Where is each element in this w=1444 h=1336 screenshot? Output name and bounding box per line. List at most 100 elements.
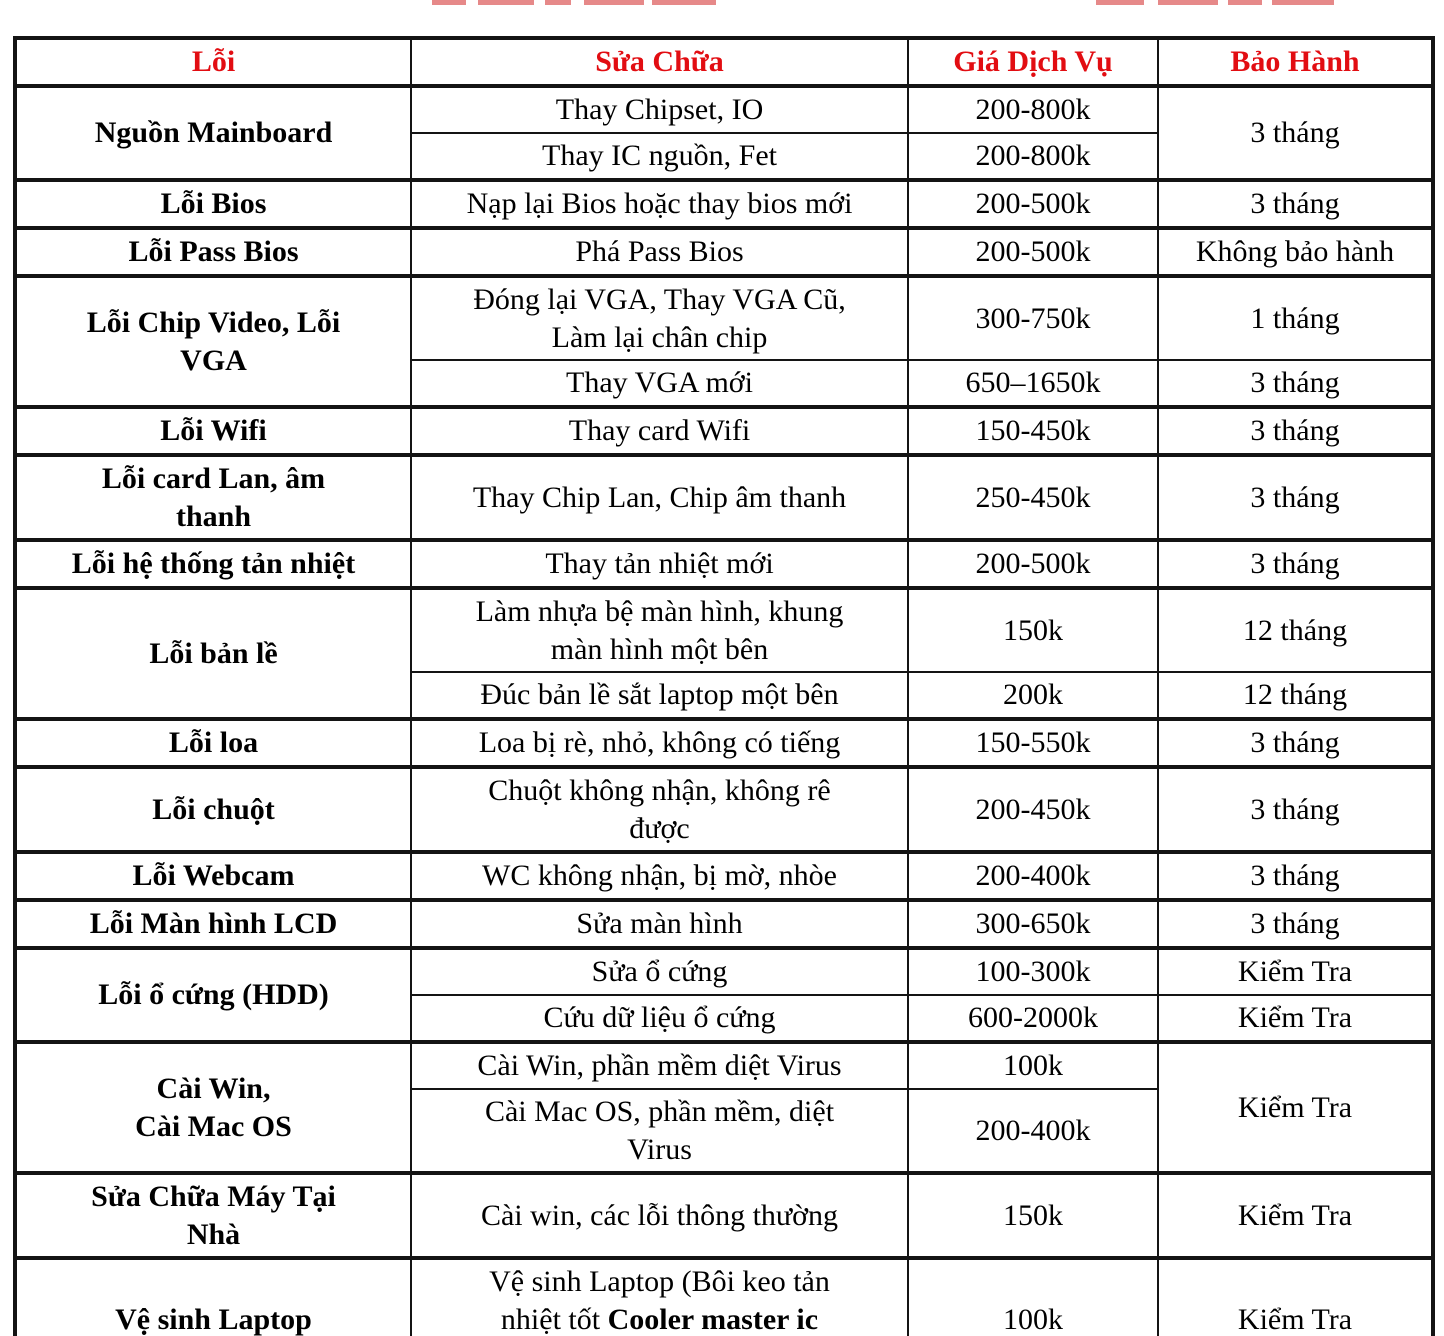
- cell-warranty: Kiểm Tra: [1157, 994, 1434, 1043]
- cell-repair: WC không nhận, bị mờ, nhòe: [410, 850, 909, 901]
- cell-price: 200k: [907, 671, 1159, 720]
- table-row: Lỗi Màn hình LCD Sửa màn hình 300-650k 3…: [14, 898, 1434, 949]
- cell-error: Sửa Chữa Máy Tại Nhà: [14, 1171, 412, 1259]
- cell-warranty: 3 tháng: [1157, 717, 1434, 768]
- cell-error: Lỗi Bios: [14, 178, 412, 229]
- cell-repair: Sửa ổ cứng: [410, 946, 909, 996]
- title-fragment: [478, 0, 534, 5]
- cell-error: Lỗi loa: [14, 717, 412, 768]
- title-fragment: [1228, 0, 1262, 5]
- cell-repair: Thay tản nhiệt mới: [410, 538, 909, 589]
- table-row: Thay IC nguồn, Fet 200-800k: [15, 132, 1433, 181]
- cell-price: 100k: [907, 1256, 1159, 1336]
- cell-warranty: 12 tháng: [1157, 586, 1434, 673]
- cell-warranty: 12 tháng: [1157, 671, 1434, 720]
- table-row: Lỗi Chip Video, Lỗi VGA Đóng lại VGA, Th…: [14, 274, 1434, 408]
- cell-error: Lỗi Chip Video, Lỗi VGA: [14, 274, 412, 408]
- cell-warranty: Không bảo hành: [1157, 226, 1434, 277]
- repair-text-bold: Cooler master ic essential e1: [607, 1302, 819, 1336]
- cell-price: 150-450k: [907, 405, 1159, 456]
- cell-repair: Thay Chip Lan, Chip âm thanh: [410, 453, 909, 541]
- cell-price: 250-450k: [907, 453, 1159, 541]
- cell-warranty: 3 tháng: [1157, 850, 1434, 901]
- column-header-error: Lỗi: [14, 37, 412, 88]
- table-row: Đúc bản lề sắt laptop một bên 200k 12 th…: [15, 671, 1434, 720]
- cell-error: Vệ sinh Laptop: [14, 1256, 412, 1336]
- cell-warranty: 3 tháng: [1157, 453, 1434, 541]
- table-row: Lỗi chuột Chuột không nhận, không rê đượ…: [14, 765, 1434, 853]
- cell-repair: Thay card Wifi: [410, 405, 909, 456]
- cell-price: 100-300k: [907, 946, 1159, 996]
- cell-repair: Thay Chipset, IO: [410, 85, 909, 134]
- cell-warranty: 3 tháng: [1157, 538, 1434, 589]
- title-fragment: [1158, 0, 1218, 5]
- cell-repair: Cài win, các lỗi thông thường: [410, 1171, 909, 1259]
- table-row: Lỗi card Lan, âm thanh Thay Chip Lan, Ch…: [14, 453, 1434, 541]
- cell-repair: Cài Win, phần mềm diệt Virus: [410, 1040, 909, 1090]
- repair-text: Vệ sinh Laptop (Bôi keo tản nhiệt tốt: [489, 1265, 830, 1336]
- cell-repair: Thay IC nguồn, Fet: [410, 132, 909, 181]
- cell-warranty: 3 tháng: [1157, 898, 1434, 949]
- cell-price: 200-400k: [907, 1088, 1159, 1174]
- table-row: Lỗi Pass Bios Phá Pass Bios 200-500k Khô…: [14, 226, 1434, 277]
- title-fragment: [584, 0, 644, 5]
- cell-price: 200-500k: [907, 178, 1159, 229]
- cell-price: 200-400k: [907, 850, 1159, 901]
- cell-price: 200-450k: [907, 765, 1159, 853]
- cell-warranty: 3 tháng: [1157, 85, 1434, 181]
- cell-error: Lỗi chuột: [14, 765, 412, 853]
- table-row: Sửa Chữa Máy Tại Nhà Cài win, các lỗi th…: [14, 1171, 1434, 1259]
- price-table: Lỗi Sửa Chữa Giá Dịch Vụ Bảo Hành Nguồn …: [13, 36, 1435, 1336]
- cell-price: 150-550k: [907, 717, 1159, 768]
- cell-warranty: 3 tháng: [1157, 405, 1434, 456]
- cell-warranty: Kiểm Tra: [1157, 946, 1434, 996]
- cell-error: Nguồn Mainboard: [14, 85, 412, 181]
- cell-error: Lỗi Màn hình LCD: [14, 898, 412, 949]
- cell-error: Lỗi Webcam: [14, 850, 412, 901]
- cell-price: 200-500k: [907, 538, 1159, 589]
- cell-price: 200-500k: [907, 226, 1159, 277]
- cell-warranty: 3 tháng: [1157, 359, 1434, 408]
- cell-repair: Đúc bản lề sắt laptop một bên: [410, 671, 909, 720]
- cell-repair: Làm nhựa bệ màn hình, khung màn hình một…: [410, 586, 909, 673]
- cell-repair: Đóng lại VGA, Thay VGA Cũ, Làm lại chân …: [410, 274, 909, 361]
- table-row: Lỗi bản lề Làm nhựa bệ màn hình, khung m…: [14, 586, 1434, 720]
- cell-repair: Cài Mac OS, phần mềm, diệt Virus: [410, 1088, 909, 1174]
- table-row: Cứu dữ liệu ổ cứng 600-2000k Kiểm Tra: [15, 994, 1434, 1043]
- cell-warranty: Kiểm Tra: [1157, 1040, 1434, 1174]
- cell-warranty: Kiểm Tra: [1157, 1171, 1434, 1259]
- cell-price: 100k: [907, 1040, 1159, 1090]
- cell-repair: Nạp lại Bios hoặc thay bios mới: [410, 178, 909, 229]
- cell-repair: Sửa màn hình: [410, 898, 909, 949]
- title-fragment: [652, 0, 716, 5]
- table-row: Lỗi ổ cứng (HDD) Sửa ổ cứng 100-300k Kiể…: [14, 946, 1434, 1043]
- table-row: Vệ sinh Laptop Vệ sinh Laptop (Bôi keo t…: [14, 1256, 1434, 1336]
- title-fragment: [432, 0, 466, 5]
- cell-repair: Cứu dữ liệu ổ cứng: [410, 994, 909, 1043]
- cell-warranty: 1 tháng: [1157, 274, 1434, 361]
- table-row: Thay VGA mới 650–1650k 3 tháng: [15, 359, 1434, 408]
- cell-price: 200-800k: [907, 85, 1159, 134]
- cell-warranty: Kiểm Tra: [1157, 1256, 1434, 1336]
- title-fragment: [1096, 0, 1144, 5]
- cell-warranty: 3 tháng: [1157, 765, 1434, 853]
- table-row: Nguồn Mainboard Thay Chipset, IO 200-800…: [14, 85, 1434, 181]
- cell-error: Lỗi ổ cứng (HDD): [14, 946, 412, 1043]
- title-fragment: [545, 0, 571, 5]
- cell-error: Lỗi Wifi: [14, 405, 412, 456]
- cell-price: 650–1650k: [907, 359, 1159, 408]
- cell-repair: Chuột không nhận, không rê được: [410, 765, 909, 853]
- cell-error: Lỗi Pass Bios: [14, 226, 412, 277]
- table-row: Cài Mac OS, phần mềm, diệt Virus 200-400…: [15, 1088, 1433, 1174]
- cell-price: 300-750k: [907, 274, 1159, 361]
- title-fragment: [1272, 0, 1334, 5]
- cell-error: Lỗi hệ thống tản nhiệt: [14, 538, 412, 589]
- cell-repair: Phá Pass Bios: [410, 226, 909, 277]
- cell-price: 200-800k: [907, 132, 1159, 181]
- cell-error: Lỗi card Lan, âm thanh: [14, 453, 412, 541]
- cell-price: 150k: [907, 586, 1159, 673]
- table-row: Lỗi Bios Nạp lại Bios hoặc thay bios mới…: [14, 178, 1434, 229]
- cell-price: 300-650k: [907, 898, 1159, 949]
- cell-error: Lỗi bản lề: [14, 586, 412, 720]
